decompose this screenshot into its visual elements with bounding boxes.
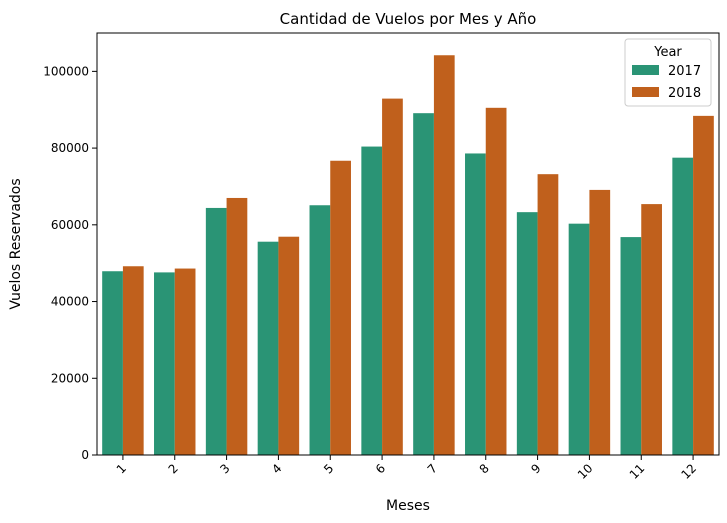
y-tick-label: 80000 xyxy=(51,141,89,155)
bar-2017-6 xyxy=(361,146,383,455)
legend-swatch-2018 xyxy=(632,87,659,97)
bar-2017-1 xyxy=(102,271,123,455)
legend-label-2018: 2018 xyxy=(668,86,701,101)
x-tick-label: 10 xyxy=(575,461,596,482)
x-tick-label: 6 xyxy=(373,461,388,476)
legend: Year 2017 2018 xyxy=(624,38,712,107)
bar-2018-4 xyxy=(278,236,300,455)
x-tick-label: 9 xyxy=(528,461,543,476)
bar-2018-8 xyxy=(485,107,507,455)
bar-2018-11 xyxy=(641,204,662,455)
bar-2018-3 xyxy=(226,197,248,455)
x-tick-label: 5 xyxy=(321,461,336,476)
x-tick-label: 3 xyxy=(217,461,232,476)
legend-label-2017: 2017 xyxy=(668,64,701,79)
bar-2017-5 xyxy=(309,205,331,455)
x-tick-label: 7 xyxy=(425,461,440,476)
x-tick-label: 12 xyxy=(678,461,699,482)
x-tick-label: 1 xyxy=(114,461,129,476)
bar-2017-7 xyxy=(413,113,434,456)
bar-2018-12 xyxy=(693,115,714,456)
x-axis: 1 2 3 4 5 6 7 8 9 10 11 12 xyxy=(114,455,699,482)
y-tick-label: 100000 xyxy=(43,64,89,78)
x-tick-label: 2 xyxy=(166,461,181,476)
bar-2018-2 xyxy=(174,268,196,455)
bar-2018-7 xyxy=(433,55,455,455)
chart-title: Cantidad de Vuelos por Mes y Año xyxy=(280,10,537,28)
bar-2017-4 xyxy=(257,241,279,455)
bar-2017-2 xyxy=(154,272,175,455)
bar-2018-6 xyxy=(382,98,403,455)
x-tick-label: 11 xyxy=(627,461,648,482)
y-tick-label: 0 xyxy=(81,448,89,462)
bar-2017-8 xyxy=(465,153,486,455)
legend-title: Year xyxy=(653,45,682,60)
bar-2018-10 xyxy=(589,189,611,455)
y-axis: 0 20000 40000 60000 80000 100000 xyxy=(43,64,97,462)
y-axis-label: Vuelos Reservados xyxy=(8,178,24,309)
legend-swatch-2017 xyxy=(632,65,659,75)
y-tick-label: 40000 xyxy=(51,295,89,309)
bar-2017-9 xyxy=(516,212,538,455)
x-tick-label: 8 xyxy=(477,461,492,476)
bar-2018-5 xyxy=(330,160,351,455)
y-tick-label: 20000 xyxy=(51,371,89,385)
bar-2018-1 xyxy=(122,266,144,455)
x-tick-label: 4 xyxy=(269,461,284,476)
x-axis-label: Meses xyxy=(386,498,430,514)
bar-2017-3 xyxy=(205,207,227,455)
bar-2017-10 xyxy=(568,223,590,455)
y-tick-label: 60000 xyxy=(51,218,89,232)
plot-frame xyxy=(96,32,720,456)
bar-2017-11 xyxy=(620,237,642,455)
bars-group xyxy=(102,55,714,456)
bar-2017-12 xyxy=(672,157,694,455)
bar-2018-9 xyxy=(537,174,559,455)
